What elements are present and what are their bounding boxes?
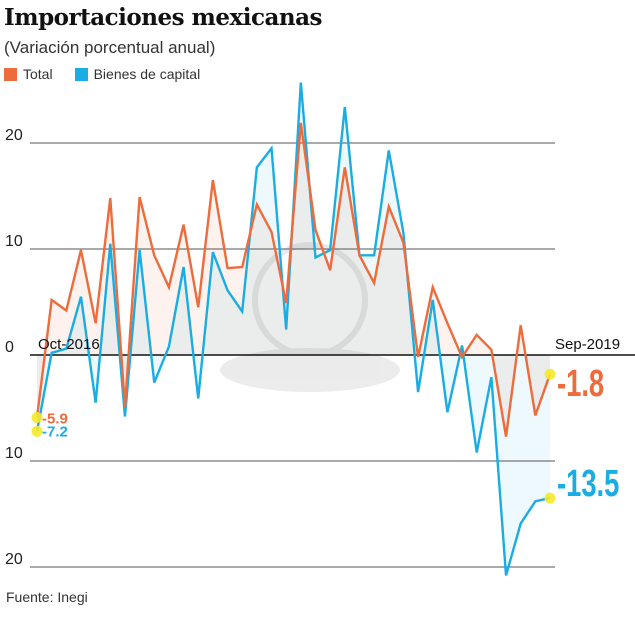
highlight-point (31, 425, 43, 437)
end-value-label: -13.5 (557, 463, 619, 505)
x-end-label: Sep-2019 (555, 336, 620, 353)
legend-item-capital: Bienes de capital (74, 66, 201, 82)
chart-subtitle: (Variación porcentual anual) (4, 38, 216, 57)
y-tick-label: 0 (5, 339, 14, 356)
legend-item-total: Total (4, 66, 53, 82)
chart-title: Importaciones mexicanas (4, 4, 322, 31)
highlight-point (31, 412, 43, 424)
start-value-label: -5.9 (42, 411, 68, 428)
y-tick-label: 10 (5, 233, 23, 250)
legend-swatch-capital (74, 67, 88, 81)
y-tick-label: 10 (5, 445, 23, 462)
y-tick-label: 20 (5, 127, 23, 144)
highlight-point (544, 368, 556, 380)
start-value-label: -7.2 (42, 423, 68, 440)
legend-label-total: Total (23, 66, 53, 82)
x-start-label: Oct-2016 (38, 336, 100, 353)
area-fill-total (37, 122, 550, 437)
legend: Total Bienes de capital (4, 66, 200, 82)
series-line-total (35, 122, 552, 437)
highlight-point (544, 492, 556, 504)
area-fill-capital (37, 82, 550, 576)
legend-swatch-total (4, 67, 17, 81)
end-value-label: -1.8 (557, 363, 604, 405)
source-note: Fuente: Inegi (6, 589, 88, 605)
y-tick-label: 20 (5, 551, 23, 568)
legend-label-capital: Bienes de capital (93, 66, 201, 82)
